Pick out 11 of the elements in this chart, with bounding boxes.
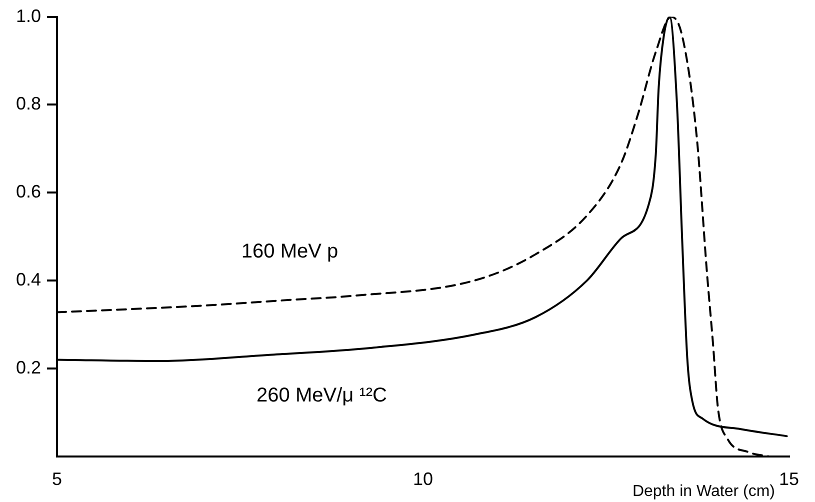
x-tick-label: 5 xyxy=(52,469,62,490)
y-tick-label: 0.8 xyxy=(16,94,42,114)
x-tick-label: 10 xyxy=(412,469,434,490)
y-tick-label: 1.0 xyxy=(16,6,42,26)
y-tick-label: 0.2 xyxy=(16,357,42,378)
y-tick-label: 0.4 xyxy=(16,270,42,290)
series-label: 260 MeV/μ ¹²C xyxy=(256,384,387,406)
x-tick-label: 15 xyxy=(778,469,800,490)
x-axis-title: Depth in Water (cm) xyxy=(632,483,775,500)
y-tick-label: 0.6 xyxy=(16,182,42,202)
series-label: 160 MeV p xyxy=(241,240,338,262)
